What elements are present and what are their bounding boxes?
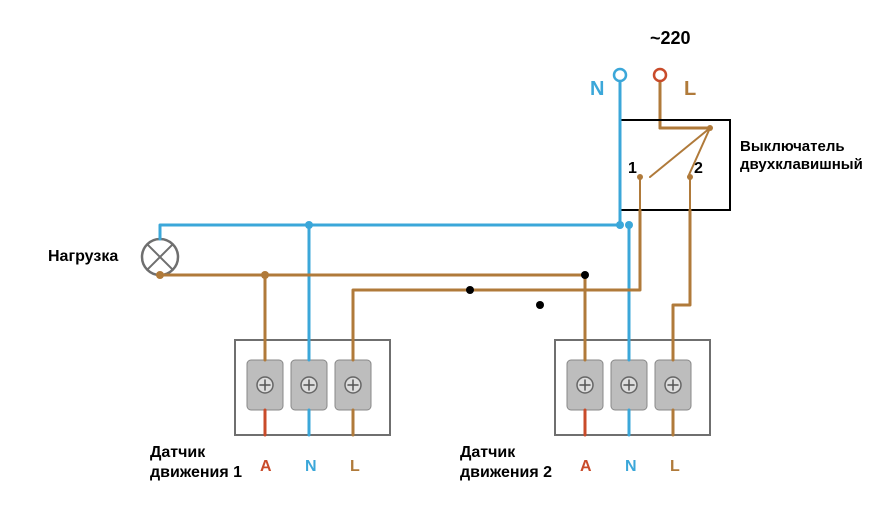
sensor1-term-l: L xyxy=(350,458,360,476)
switch-pin2-label: 2 xyxy=(694,160,703,178)
neutral-label: N xyxy=(590,78,604,101)
sensor2-term-a: A xyxy=(580,458,592,476)
sensor2-term-n: N xyxy=(625,458,637,476)
sensor1-label-line1: Датчик xyxy=(150,444,205,462)
sensor1-term-a: A xyxy=(260,458,272,476)
switch-pin1-label: 1 xyxy=(628,160,637,178)
sensor2-label-line1: Датчик xyxy=(460,444,515,462)
sensor2-label-line2: движения 2 xyxy=(460,464,552,482)
wiring-diagram xyxy=(0,0,870,506)
sensor1-term-n: N xyxy=(305,458,317,476)
voltage-label: ~220 xyxy=(650,28,691,49)
sensor1-label-line2: движения 1 xyxy=(150,464,242,482)
load-label: Нагрузка xyxy=(48,248,118,266)
switch-caption-line1: Выключатель xyxy=(740,138,845,155)
sensor2-term-l: L xyxy=(670,458,680,476)
switch-caption-line2: двухклавишный xyxy=(740,156,863,173)
line-label: L xyxy=(684,78,696,101)
